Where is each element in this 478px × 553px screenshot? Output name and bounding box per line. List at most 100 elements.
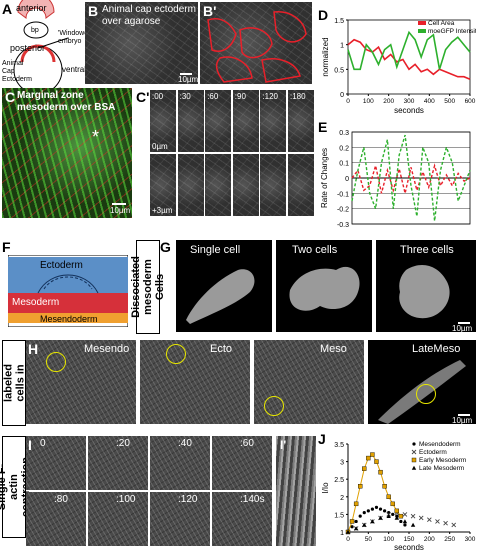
- chart-j-point: [398, 513, 404, 519]
- panel-h-scalebar: [458, 414, 470, 416]
- i-time-label: :60: [240, 438, 254, 449]
- c-prime-frame: [150, 154, 176, 216]
- c-prime-frame: [205, 90, 232, 152]
- panel-h-title-mesendo: Mesendo: [84, 343, 130, 355]
- chart-j-legend-marker: [411, 465, 417, 470]
- panel-c-title: Marginal zone mesoderm over BSA: [17, 90, 116, 113]
- chart-j-ytick-label: 1: [340, 530, 344, 537]
- chart-j-point: [390, 501, 395, 507]
- chart-j-point: [402, 519, 408, 524]
- panel-h-side-label: Scatter-labeled cells in DMZ: [0, 340, 38, 426]
- chart-e-ytick-label: 0.3: [339, 130, 349, 137]
- chart-j-point: [353, 501, 359, 507]
- panel-b-scale-text: 10µm: [178, 75, 199, 84]
- chart-d-ytick-label: 0.5: [334, 67, 344, 74]
- chart-j-point: [374, 505, 379, 509]
- chart-j-point: [386, 513, 391, 518]
- panel-g-side-label: Dissociated mesoderm Cells: [130, 240, 166, 334]
- germ-layer-diagram: [8, 255, 128, 327]
- embryo-top-arc: [17, 0, 55, 19]
- chart-d-xtick-label: 0: [346, 98, 350, 105]
- chart-d-legend-swatch: [418, 21, 426, 25]
- panel-b-prime-image: [200, 2, 312, 84]
- chart-j-point: [378, 469, 383, 475]
- chart-d-ytick-label: 1.5: [334, 18, 344, 25]
- panel-c-label: C: [5, 89, 16, 105]
- chart-j-xtick-label: 300: [465, 536, 476, 543]
- c-prime-time-label: :60: [207, 92, 219, 101]
- panel-g-title-single: Single cell: [190, 244, 241, 256]
- mesoderm-label: Mesoderm: [12, 297, 60, 308]
- chart-j-point: [451, 522, 457, 528]
- panel-g-label: G: [160, 239, 171, 255]
- chart-j-point: [362, 511, 366, 515]
- chart-j-xtick-label: 0: [346, 536, 350, 543]
- chart-e-ytick-label: -0.1: [337, 191, 349, 198]
- chart-j-point: [418, 515, 424, 521]
- chart-j-xtick-label: 200: [424, 536, 435, 543]
- chart-j-point: [383, 509, 387, 513]
- mesendoderm-layer: [8, 313, 128, 323]
- panel-j-label: J: [318, 431, 326, 447]
- chart-j-point: [403, 523, 407, 527]
- i-time-label: :80: [54, 494, 68, 505]
- i-frame: [88, 436, 148, 490]
- chart-e-ytick-label: 0.1: [339, 161, 349, 168]
- chart-d-series-1: [347, 30, 471, 71]
- chart-e-ytick-label: 0.2: [339, 145, 349, 152]
- chart-j-xtick-label: 150: [404, 536, 415, 543]
- panel-h-scale-text: 10µm: [452, 416, 473, 425]
- chart-e-series-1: [351, 134, 471, 221]
- panel-d-label: D: [318, 7, 329, 23]
- chart-j-point: [386, 494, 391, 499]
- windowed-embryo-label: 'Windowed' embryo: [58, 30, 94, 45]
- bp-label: bp: [31, 27, 39, 34]
- panel-f-label: F: [2, 239, 11, 255]
- c-prime-time-label: :00: [152, 92, 164, 101]
- panel-h-title-ecto: Ecto: [210, 343, 233, 355]
- chart-j-legend-label: Early Mesoderm: [419, 457, 466, 464]
- c-prime-frame: [232, 154, 259, 216]
- chart-j-ytick-label: 1.5: [334, 512, 344, 519]
- chart-j-point: [362, 522, 367, 527]
- embryo-pointer-line: [37, 37, 69, 49]
- chart-e-ylabel: Rate of Changes: [320, 148, 329, 208]
- chart-e-ytick-label: 0: [345, 176, 349, 183]
- i-frame: [26, 436, 86, 490]
- embryo-blastopore: [23, 21, 49, 39]
- i-time-label: 0: [40, 438, 46, 449]
- i-frame: [212, 436, 272, 490]
- chart-d-ytick-label: 0: [340, 92, 344, 99]
- panel-b-label: B: [88, 3, 99, 19]
- c-prime-frame: [260, 90, 287, 152]
- chart-j-point: [358, 484, 363, 489]
- panel-i-prime-label: I': [280, 438, 287, 452]
- ventral-label: ventral: [62, 65, 87, 74]
- embryo-lower-arc: [20, 44, 56, 63]
- chart-j-point: [394, 515, 399, 520]
- chart-j-point: [378, 507, 383, 511]
- c-prime-frame: [177, 90, 204, 152]
- ectoderm-label: Ectoderm: [40, 260, 83, 271]
- chart-j-point: [382, 484, 387, 489]
- chart-j-xtick-label: 100: [383, 536, 394, 543]
- chart-j-point: [354, 519, 358, 524]
- panel-g-scale-text: 10µm: [452, 324, 473, 333]
- panel-g-single-cell: [176, 240, 272, 332]
- panel-g-three-cells: [376, 240, 476, 332]
- panel-h-label: H: [28, 341, 39, 357]
- chart-d-ylabel: normalized: [321, 37, 330, 76]
- mesendoderm-label: Mesendoderm: [40, 314, 98, 324]
- panel-i-side-label: Single F-actin contraction: [0, 436, 32, 538]
- chart-d-xtick-label: 300: [404, 98, 415, 105]
- anterior-label: anterior: [16, 3, 47, 13]
- chart-d-xlabel: seconds: [394, 106, 424, 115]
- chart-j-legend-label: Mesendoderm: [419, 441, 461, 448]
- panel-h-title-latemeso: LateMeso: [412, 343, 461, 355]
- c-prime-frame: [288, 90, 314, 152]
- panel-g-side-text: Dissociated mesoderm Cells: [130, 256, 166, 318]
- panel-h-mesendo-circle: [46, 352, 66, 372]
- c-prime-frame: [150, 90, 176, 152]
- c-prime-depth-0: 0µm: [152, 142, 168, 151]
- i-frame: [150, 492, 210, 546]
